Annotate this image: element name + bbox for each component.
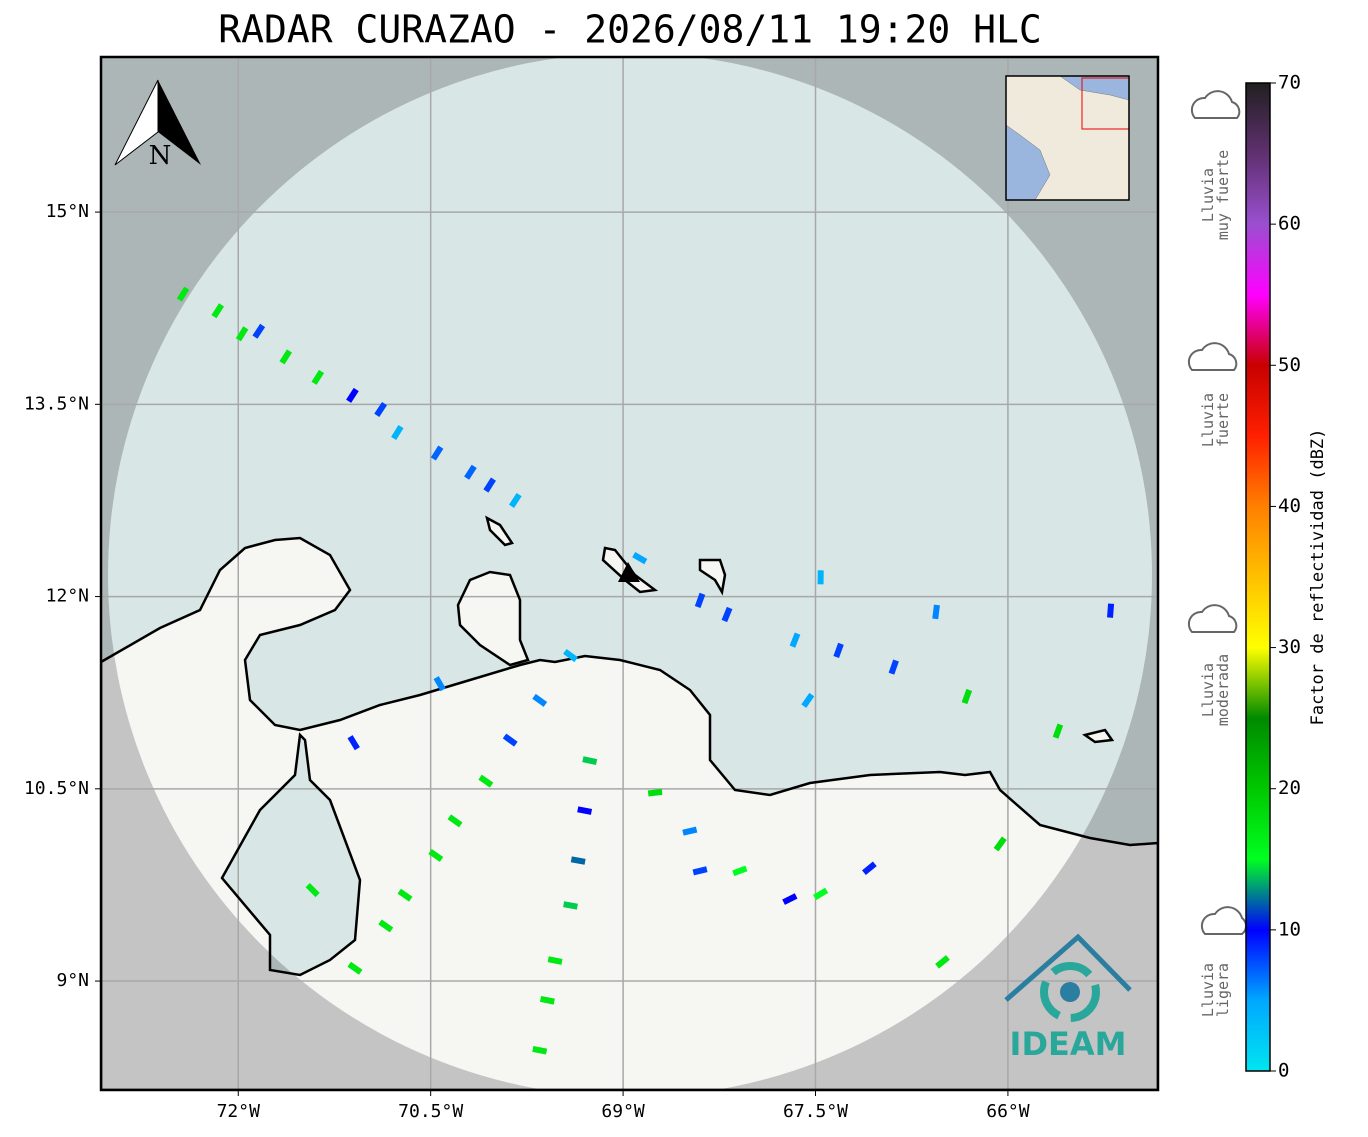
radar-echo: [632, 552, 648, 565]
radar-echo: [532, 693, 548, 707]
map-frame: [99, 55, 1160, 1092]
radar-echo: [862, 861, 877, 876]
radar-echo: [647, 788, 663, 797]
radar-echo: [176, 286, 190, 302]
colorbar-tick-label: 10: [1278, 918, 1301, 940]
radar-echo: [682, 826, 698, 836]
radar-echo: [478, 774, 494, 788]
rain-label-line: Lluvia: [1199, 663, 1217, 717]
logo-text: IDEAM: [1010, 1025, 1127, 1063]
rain-label: Lluviafuerte: [1199, 393, 1232, 447]
colorbar: [1245, 82, 1271, 1072]
radar-echo: [993, 836, 1007, 852]
inset-map: [1005, 75, 1130, 201]
radar-echo: [547, 956, 563, 965]
radar-echo: [563, 648, 578, 663]
rain-label-line: muy fuerte: [1214, 150, 1232, 240]
y-tick-label: 13.5°N: [24, 393, 89, 414]
rain-label-line: fuerte: [1214, 393, 1232, 447]
radar-echo: [397, 888, 413, 902]
x-tick-label: 66°W: [986, 1101, 1030, 1122]
radar-echo: [833, 642, 844, 659]
radar-echo: [311, 369, 325, 385]
y-tick-label: 9°N: [56, 970, 89, 991]
radar-echo: [782, 893, 798, 905]
radar-echo: [509, 492, 522, 508]
x-tick-label: 67.5°W: [783, 1101, 848, 1122]
colorbar-tick-label: 0: [1278, 1060, 1289, 1082]
radar-echo: [433, 676, 446, 692]
radar-echo: [563, 901, 578, 910]
radar-echo: [211, 303, 225, 319]
rain-label-line: moderada: [1214, 654, 1232, 726]
ideam-logo: IDEAM: [1004, 933, 1132, 1063]
title: RADAR CURAZAO - 2026/08/11 19:20 HLC: [218, 8, 1042, 52]
colorbar-tick-label: 20: [1278, 777, 1301, 799]
radar-echo: [935, 955, 950, 969]
radar-echo: [391, 424, 404, 441]
radar-echo: [252, 323, 266, 339]
radar-echo: [721, 606, 733, 623]
rain-label: Lluviamuy fuerte: [1199, 150, 1232, 240]
x-tick-label: 72°W: [217, 1101, 261, 1122]
radar-echo: [279, 349, 292, 365]
radar-echo: [694, 592, 706, 609]
weather-icons: [1187, 90, 1247, 935]
radar-echo: [732, 865, 748, 877]
radar-echo: [378, 919, 394, 933]
rain-label: Lluviamoderada: [1199, 654, 1232, 726]
radar-echo: [464, 464, 477, 480]
radar-echo: [570, 856, 586, 865]
colorbar-tick-label: 50: [1278, 354, 1301, 376]
radar-echo: [502, 733, 518, 747]
y-tick-label: 12°N: [46, 586, 89, 607]
colorbar-title: Factor de reflectividad (dBZ): [1308, 429, 1328, 726]
radar-echo: [961, 688, 973, 705]
radar-echo: [374, 401, 388, 417]
radar-echo: [347, 961, 363, 975]
radar-echo: [582, 756, 598, 766]
rain-label: Lluvialigera: [1199, 963, 1232, 1017]
radar-echo: [346, 387, 359, 403]
radar-echo: [428, 849, 444, 862]
radar-echo: [801, 692, 815, 708]
x-tick-label: 70.5°W: [398, 1101, 463, 1122]
rain-label-line: Lluvia: [1199, 393, 1217, 447]
radar-echo: [235, 326, 249, 342]
radar-echo: [932, 604, 940, 620]
radar-echo: [347, 735, 360, 751]
rain-label-line: Lluvia: [1199, 168, 1217, 222]
radar-echo: [532, 1046, 548, 1055]
colorbar-tick-label: 40: [1278, 495, 1301, 517]
radar-echo: [483, 477, 496, 493]
radar-echo: [430, 445, 444, 461]
radar-echo: [817, 570, 824, 585]
y-tick-label: 15°N: [46, 201, 89, 222]
radar-echo: [789, 632, 801, 648]
radar-echo: [1107, 603, 1115, 618]
colorbar-tick-label: 60: [1278, 213, 1301, 235]
north-arrow: N: [114, 79, 201, 171]
north-label: N: [149, 141, 172, 171]
radar-echo: [305, 882, 320, 898]
colorbar-tick-label: 70: [1278, 72, 1301, 94]
colorbar-tick-label: 30: [1278, 636, 1301, 658]
radar-echo: [692, 866, 708, 876]
radar-echo: [888, 659, 899, 675]
radar-echo: [1052, 723, 1064, 739]
radar-echo: [447, 814, 463, 828]
rain-label-line: ligera: [1214, 963, 1232, 1017]
radar-echo: [577, 806, 593, 815]
x-tick-label: 69°W: [601, 1101, 645, 1122]
map: [101, 57, 1158, 1090]
radar-echo: [813, 887, 829, 901]
radar-site: [618, 562, 640, 582]
y-tick-label: 10.5°N: [24, 778, 89, 799]
radar-echo: [539, 996, 555, 1005]
rain-label-line: Lluvia: [1199, 963, 1217, 1017]
